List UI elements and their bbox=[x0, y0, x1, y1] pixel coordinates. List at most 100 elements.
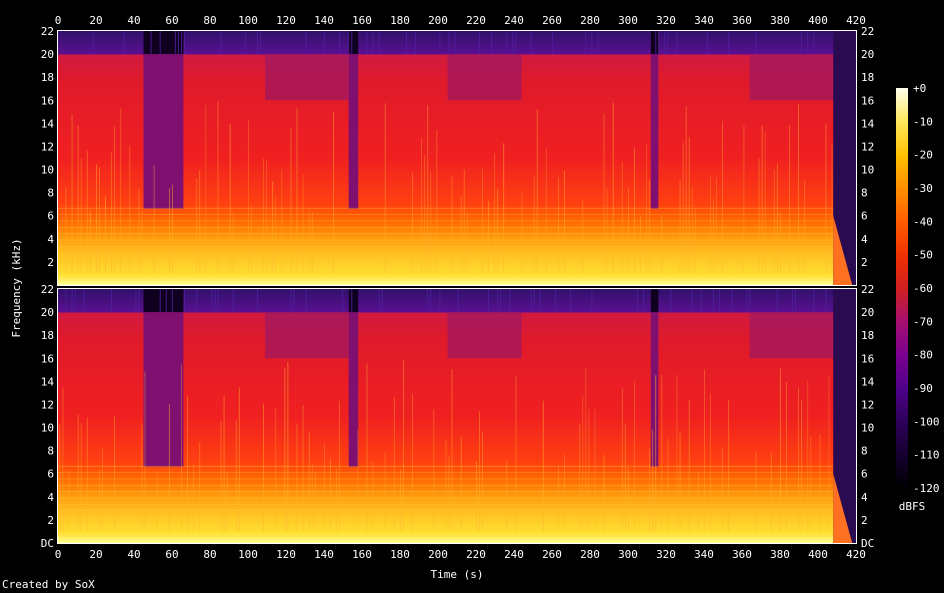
x-tick-label-top: 380 bbox=[770, 14, 790, 27]
x-tick-label: 200 bbox=[428, 548, 448, 561]
x-tick-label: 300 bbox=[618, 548, 638, 561]
end-fade-tail bbox=[833, 473, 853, 543]
lowpass-band bbox=[749, 312, 834, 359]
y-tick-label: 12 bbox=[41, 140, 54, 153]
y-tick-label-right: 14 bbox=[861, 117, 875, 130]
colorbar-tick-label: -20 bbox=[913, 149, 933, 162]
quiet-section bbox=[348, 289, 359, 467]
spectrogram-channel-1 bbox=[57, 30, 857, 286]
x-tick-label-top: 80 bbox=[203, 14, 216, 27]
x-tick-label-top: 100 bbox=[238, 14, 258, 27]
y-tick-label: DC bbox=[41, 537, 54, 550]
x-tick-label: 400 bbox=[808, 548, 828, 561]
colorbar-tick-label: -80 bbox=[913, 349, 933, 362]
x-tick-label: 180 bbox=[390, 548, 410, 561]
x-tick-label: 320 bbox=[656, 548, 676, 561]
x-tick-label-top: 120 bbox=[276, 14, 296, 27]
spectrogram-channel-2 bbox=[57, 288, 857, 544]
x-tick-label-top: 140 bbox=[314, 14, 334, 27]
y-tick-label: 6 bbox=[47, 210, 54, 223]
colorbar-tick-label: -110 bbox=[913, 449, 940, 462]
colorbar-tick-label: -30 bbox=[913, 182, 933, 195]
quiet-section-top bbox=[143, 289, 184, 313]
colorbar-tick-label: -10 bbox=[913, 115, 933, 128]
y-tick-label: 18 bbox=[41, 71, 54, 84]
credit-text: Created by SoX bbox=[2, 578, 95, 591]
y-tick-label-right: 12 bbox=[861, 140, 874, 153]
y-tick-label: 2 bbox=[47, 256, 54, 269]
y-tick-label: 8 bbox=[47, 187, 54, 200]
quiet-section-top bbox=[650, 31, 659, 55]
x-tick-label-top: 360 bbox=[732, 14, 752, 27]
end-fade-tail bbox=[833, 215, 853, 285]
end-fade bbox=[833, 289, 856, 543]
x-tick-label: 360 bbox=[732, 548, 752, 561]
y-tick-label-right: 16 bbox=[861, 94, 874, 107]
y-tick-label: 12 bbox=[41, 398, 54, 411]
x-tick-label: 0 bbox=[55, 548, 62, 561]
y-tick-label: 4 bbox=[47, 233, 54, 246]
y-tick-label-right: 2 bbox=[861, 256, 868, 269]
panel-frame bbox=[57, 288, 857, 544]
y-tick-label-right: 14 bbox=[861, 375, 875, 388]
y-tick-label: 16 bbox=[41, 94, 54, 107]
lowpass-band bbox=[265, 54, 349, 101]
y-tick-label-right: 6 bbox=[861, 210, 868, 223]
x-tick-label: 80 bbox=[203, 548, 216, 561]
x-tick-label-top: 40 bbox=[127, 14, 140, 27]
x-tick-label-top: 160 bbox=[352, 14, 372, 27]
lowpass-band bbox=[447, 312, 522, 359]
y-tick-label-right: 8 bbox=[861, 445, 868, 458]
x-tick-label: 280 bbox=[580, 548, 600, 561]
y-tick-label-right: 10 bbox=[861, 422, 874, 435]
quiet-section-top bbox=[650, 289, 659, 313]
x-axis-label: Time (s) bbox=[431, 568, 484, 581]
x-tick-label: 140 bbox=[314, 548, 334, 561]
y-tick-label-right: 8 bbox=[861, 187, 868, 200]
colorbar-tick-label: -50 bbox=[913, 249, 933, 262]
y-tick-label-right: 12 bbox=[861, 398, 874, 411]
x-tick-label: 260 bbox=[542, 548, 562, 561]
x-tick-label-top: 340 bbox=[694, 14, 714, 27]
y-tick-label: 16 bbox=[41, 352, 54, 365]
y-tick-label-right: 6 bbox=[861, 468, 868, 481]
x-tick-label: 420 bbox=[846, 548, 866, 561]
x-tick-label: 20 bbox=[89, 548, 102, 561]
y-tick-label-right: 20 bbox=[861, 48, 874, 61]
end-fade bbox=[833, 31, 856, 285]
x-tick-label-top: 220 bbox=[466, 14, 486, 27]
x-tick-label-top: 240 bbox=[504, 14, 524, 27]
lowpass-band bbox=[447, 54, 522, 101]
colorbar-tick-label: -100 bbox=[913, 415, 940, 428]
y-tick-label-right: 18 bbox=[861, 329, 874, 342]
x-tick-label-top: 0 bbox=[55, 14, 62, 27]
y-tick-label-right: 2 bbox=[861, 514, 868, 527]
x-tick-label-top: 420 bbox=[846, 14, 866, 27]
y-tick-label: 14 bbox=[41, 117, 55, 130]
x-tick-label: 380 bbox=[770, 548, 790, 561]
colorbar-tick-label: +0 bbox=[913, 82, 926, 95]
x-tick-label-top: 20 bbox=[89, 14, 102, 27]
y-tick-label-right: 18 bbox=[861, 71, 874, 84]
panel-frame bbox=[57, 30, 857, 286]
y-tick-label: 10 bbox=[41, 422, 54, 435]
y-axis-label: Frequency (kHz) bbox=[10, 238, 23, 337]
y-tick-label: 10 bbox=[41, 164, 54, 177]
colorbar-scale bbox=[896, 88, 908, 488]
colorbar-tick-label: -90 bbox=[913, 382, 933, 395]
y-tick-label-right: 22 bbox=[861, 25, 874, 38]
y-tick-label-right: 20 bbox=[861, 306, 874, 319]
quiet-section bbox=[143, 289, 184, 467]
x-tick-label: 220 bbox=[466, 548, 486, 561]
x-axis: 0 0 20 20 40 40 60 60 80 80 100 100 120 120 140 140 160 1… bbox=[55, 14, 866, 561]
y-tick-label-right: 10 bbox=[861, 164, 874, 177]
y-tick-label: 6 bbox=[47, 468, 54, 481]
x-tick-label: 100 bbox=[238, 548, 258, 561]
y-tick-label-right: 4 bbox=[861, 233, 868, 246]
x-tick-label: 40 bbox=[127, 548, 140, 561]
colorbar-tick-label: -40 bbox=[913, 215, 933, 228]
y-tick-label: 2 bbox=[47, 514, 54, 527]
quiet-section-top bbox=[348, 289, 359, 313]
